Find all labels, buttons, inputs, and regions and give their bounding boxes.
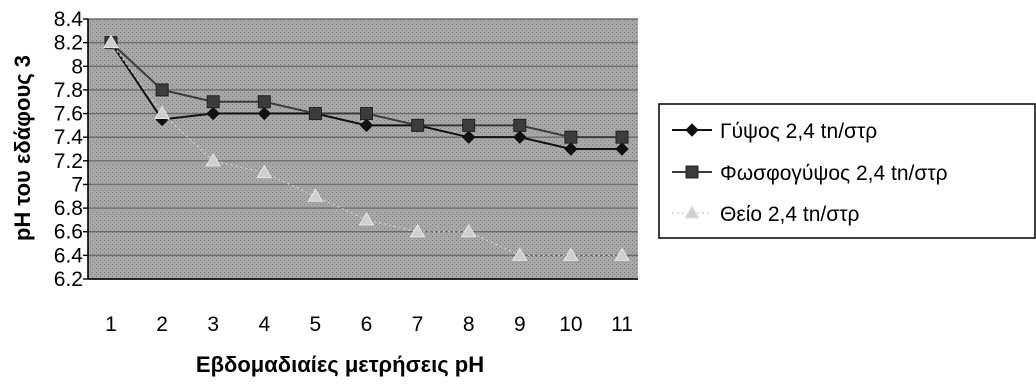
series-3-point-10 <box>563 247 579 261</box>
series-1-point-9 <box>513 130 527 144</box>
y-tick-label-3: 6.8 <box>54 197 83 220</box>
y-tick-label-4: 7 <box>71 173 83 196</box>
gridlines <box>88 18 638 280</box>
x-tick-label-9: 10 <box>559 313 582 336</box>
series-3 <box>103 34 630 261</box>
y-tick-label-9: 8 <box>71 55 83 78</box>
series-2-point-6 <box>360 107 373 121</box>
x-tick-label-7: 8 <box>463 313 475 336</box>
series-1-point-3 <box>206 106 220 121</box>
y-tick-label-10: 8.2 <box>54 32 83 55</box>
series-1-point-10 <box>564 142 578 156</box>
y-tick-label-6: 7.4 <box>54 126 84 149</box>
legend-label-2: Φωσφογύψος 2,4 tn/στρ <box>720 162 948 185</box>
y-tick-label-11: 8.4 <box>54 8 84 31</box>
series-3-point-4 <box>256 164 273 179</box>
series-1-point-6 <box>359 118 374 133</box>
series-1-point-4 <box>257 106 272 121</box>
y-tick-label-0: 6.2 <box>54 268 83 291</box>
series-3-point-8 <box>460 223 477 238</box>
legend: Γύψος 2,4 tn/στρ Φωσφογύψος 2,4 tn/στρ Θεί… <box>658 103 1036 239</box>
legend-marker-1 <box>685 123 699 137</box>
x-tick-label-0: 1 <box>105 313 117 336</box>
x-tick-label-8: 9 <box>514 313 526 336</box>
x-tick-label-1: 2 <box>156 313 168 336</box>
series-3-point-5 <box>307 188 324 202</box>
y-axis-title: pH του εδάφους 3 <box>10 55 35 241</box>
series-3-point-2 <box>154 105 170 120</box>
series-3-point-3 <box>205 152 222 167</box>
y-tick-label-1: 6.4 <box>54 244 84 267</box>
x-tick-label-2: 3 <box>207 313 219 336</box>
series-layer <box>103 34 630 261</box>
x-tick-label-3: 4 <box>258 313 270 336</box>
series-1-point-8 <box>461 130 476 144</box>
x-axis-title: Εβδομαδιαίες μετρήσεις pH <box>196 352 484 377</box>
x-tick-label-6: 7 <box>412 313 424 336</box>
series-3-point-6 <box>358 211 375 226</box>
legend-marker-2 <box>685 165 699 179</box>
x-tick-label-5: 6 <box>361 313 373 336</box>
series-2-point-9 <box>513 118 527 132</box>
y-tick-label-5: 7.2 <box>54 150 83 173</box>
legend-label-3: Θείο 2,4 tn/στρ <box>720 203 860 226</box>
series-2-point-8 <box>462 118 476 132</box>
series-2-point-5 <box>308 107 322 121</box>
x-tick-label-4: 5 <box>310 313 322 336</box>
series-3-point-9 <box>511 247 528 261</box>
y-tick-label-7: 7.6 <box>54 103 83 126</box>
y-tick-label-8: 7.8 <box>54 79 83 102</box>
series-2-point-10 <box>564 130 578 144</box>
y-tick-label-2: 6.6 <box>54 221 83 244</box>
series-2-point-7 <box>411 118 425 132</box>
x-tick-label-10: 11 <box>611 313 633 336</box>
legend-label-1: Γύψος 2,4 tn/στρ <box>720 120 877 143</box>
axes <box>83 18 638 280</box>
series-2-point-2 <box>155 83 169 97</box>
legend-marker-3 <box>684 205 700 219</box>
plot-area-background <box>88 19 638 279</box>
series-3-point-1 <box>103 34 119 49</box>
legend-box <box>658 103 1036 239</box>
series-2-point-4 <box>257 95 271 109</box>
series-2-point-11 <box>615 130 629 144</box>
series-2-point-3 <box>206 95 220 109</box>
tick-labels: 6.26.46.66.877.27.47.67.888.28.41 2 3 4 5 6 7 8… <box>54 8 633 336</box>
series-3-point-11 <box>614 247 630 261</box>
series-3-point-7 <box>409 223 426 238</box>
series-1-point-11 <box>615 142 629 156</box>
